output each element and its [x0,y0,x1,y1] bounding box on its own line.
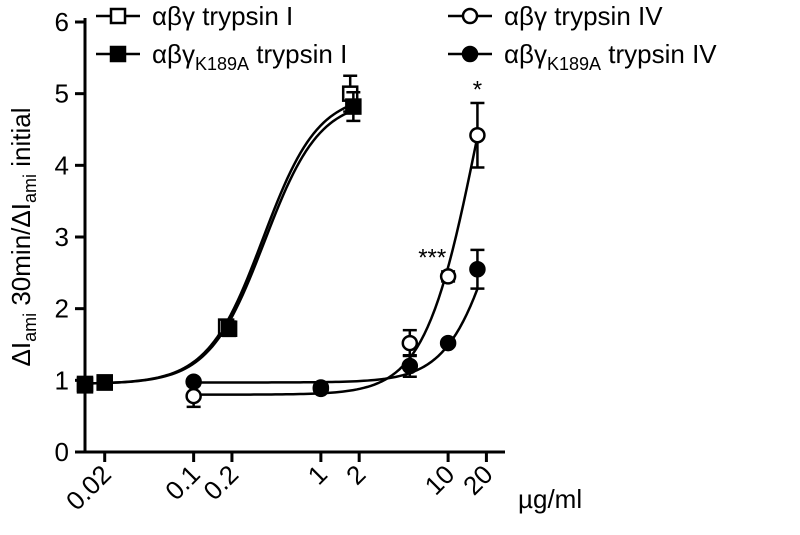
y-axis-title-part: 30min/ΔI [6,203,36,313]
x-tick-label: 1 [302,459,333,490]
data-point [469,261,486,278]
legend-label-part: trypsin IV [601,39,717,69]
y-axis-title: ΔIami 30min/ΔIami initial [6,108,40,367]
y-axis-title-part: ΔI [6,342,36,367]
y-axis-title-subscript: ami [20,313,40,342]
legend-marker [109,7,127,25]
x-tick-label: 20 [457,459,499,501]
x-tick-label: 10 [419,459,461,501]
legend-label: αβγK189A trypsin IV [504,39,717,74]
x-tick-label: 0.2 [197,459,244,506]
y-axis-title-part: initial [6,108,36,174]
legend-label-subscript: K189A [195,54,249,74]
data-point [401,357,419,375]
y-tick-label: 0 [55,437,69,467]
y-tick-label: 5 [55,79,69,109]
data-points [76,74,486,409]
legend-label-part: αβγ [504,39,547,69]
fit-curve [84,109,354,385]
x-tick-label: 2 [340,459,371,490]
data-point [401,334,419,352]
y-tick-label: 4 [55,150,69,180]
y-tick-label: 3 [55,222,69,252]
legend-label-subscript: K189A [547,54,601,74]
legend-label: αβγ trypsin I [152,1,293,31]
legend-marker [461,45,479,63]
legend-marker [109,45,127,63]
y-tick-label: 1 [55,365,69,395]
fit-curve [193,136,479,396]
data-point [185,387,202,405]
significance-label: * [473,76,482,103]
x-unit-label: µg/ml [518,484,582,514]
legend-label-part: trypsin I [249,39,347,69]
fit-curves [84,104,479,396]
legend-label: αβγ trypsin IV [504,1,663,31]
data-point [76,377,94,394]
data-point [469,126,486,144]
annotations: **** [418,76,482,271]
legend-label-part: αβγ trypsin IV [504,1,663,31]
y-tick-label: 2 [55,294,69,324]
significance-label: *** [418,245,446,272]
y-tick-label: 6 [55,7,69,37]
legend-label-part: αβγ trypsin I [152,1,293,31]
data-point [345,98,362,115]
fit-curve [193,288,479,384]
data-point [439,334,457,352]
data-point [439,268,457,285]
x-tick-label: 0.02 [60,459,117,516]
data-point [185,373,202,391]
legend-label-part: αβγ [152,39,195,69]
legend-label: αβγK189A trypsin I [152,39,347,74]
legend-marker [461,7,479,25]
data-point [220,320,238,337]
data-point [312,379,330,396]
data-point [96,374,113,391]
y-axis-title-subscript: ami [20,174,40,203]
